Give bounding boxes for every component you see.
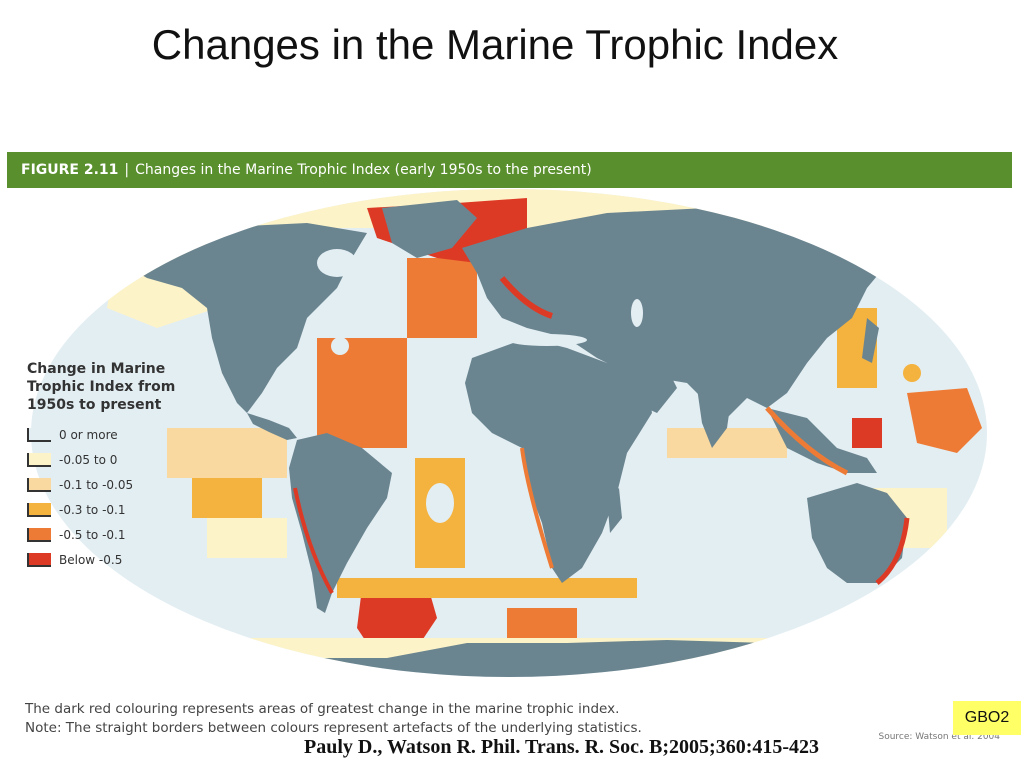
legend-label: -0.05 to 0 [59, 452, 118, 467]
legend-title-line2: Trophic Index from [27, 379, 176, 395]
land-greenland [382, 200, 477, 258]
zone-pacific-pale [167, 428, 287, 478]
land-new-zealand [932, 573, 952, 603]
zone-west-pacific-red [852, 418, 882, 448]
coast-asia-red [765, 406, 849, 476]
zone-south-band-yellow [337, 578, 637, 598]
legend-item: 0 or more [27, 422, 192, 447]
land-eurasia [462, 208, 892, 418]
map-layers [31, 189, 987, 677]
zone-north-atlantic-red [407, 258, 477, 338]
legend-swatch [27, 527, 51, 542]
land-africa [465, 338, 652, 583]
zone-west-pacific-orange [907, 388, 982, 453]
land-southeast-asia [767, 408, 877, 473]
figure-number: FIGURE 2.11 [21, 162, 119, 178]
figure-note-2: Note: The straight borders between colou… [25, 720, 642, 736]
legend-swatch [27, 452, 51, 467]
land-north-america [122, 223, 367, 413]
legend-item: -0.1 to -0.05 [27, 472, 192, 497]
land-arabia [607, 358, 677, 413]
land-japan [862, 318, 879, 363]
world-map [31, 189, 987, 677]
figure-notes: The dark red colouring represents areas … [25, 700, 642, 738]
legend-label: -0.5 to -0.1 [59, 527, 126, 542]
legend-label: -0.1 to -0.05 [59, 477, 134, 492]
caspian-sea [631, 299, 643, 327]
hudson-bay [317, 249, 357, 277]
legend-item: -0.05 to 0 [27, 447, 192, 472]
land-uk [487, 268, 502, 298]
figure-header: FIGURE 2.11 | Changes in the Marine Trophi… [7, 152, 1012, 188]
legend-label: 0 or more [59, 427, 118, 442]
figure-note-1: The dark red colouring represents areas … [25, 701, 620, 717]
zone-indian-pale [667, 428, 787, 458]
legend-title-line3: 1950s to present [27, 397, 162, 413]
coast-africa-orange [520, 447, 554, 569]
figure-caption: Changes in the Marine Trophic Index (ear… [135, 162, 592, 178]
legend-swatch [27, 427, 51, 442]
coast-eu-red [499, 276, 553, 319]
legend-item: -0.3 to -0.1 [27, 497, 192, 522]
legend-item: Below -0.5 [27, 547, 192, 572]
coast-sa-red [293, 487, 334, 594]
gbo2-badge: GBO2 [953, 701, 1021, 735]
zone-pacific-yellow [192, 478, 262, 518]
land-central-america [247, 413, 297, 440]
land-australia [807, 483, 907, 583]
legend-title-line1: Change in Marine [27, 361, 166, 377]
citation: Pauly D., Watson R. Phil. Trans. R. Soc.… [304, 736, 820, 758]
legend-swatch [27, 502, 51, 517]
land-south-america [289, 433, 392, 613]
figure-panel: FIGURE 2.11 | Changes in the Marine Trophi… [7, 152, 1012, 750]
mediterranean-sea [507, 334, 587, 346]
zone-south-pacific-pale [207, 518, 287, 558]
legend-label: Below -0.5 [59, 552, 123, 567]
land-madagascar [607, 488, 622, 533]
land-india [697, 388, 732, 448]
legend-label: -0.3 to -0.1 [59, 502, 126, 517]
legend-item: -0.5 to -0.1 [27, 522, 192, 547]
map-legend: Change in Marine Trophic Index from 1950… [27, 360, 192, 572]
land-antarctica [31, 640, 987, 677]
coast-australia-red [875, 517, 910, 585]
legend-swatch [27, 552, 51, 567]
zone-north-atlantic-orange [317, 338, 407, 448]
zone-pacific-island [903, 364, 921, 382]
zone-south-atlantic-gap [426, 483, 454, 523]
figure-separator: | [124, 162, 130, 178]
figure-source: Source: Watson et al. 2004 [878, 732, 1001, 742]
legend-swatch [27, 477, 51, 492]
legend-title: Change in Marine Trophic Index from 1950… [27, 360, 192, 414]
zone-atlantic-gap [331, 337, 349, 355]
slide-title: Changes in the Marine Trophic Index [151, 21, 839, 68]
